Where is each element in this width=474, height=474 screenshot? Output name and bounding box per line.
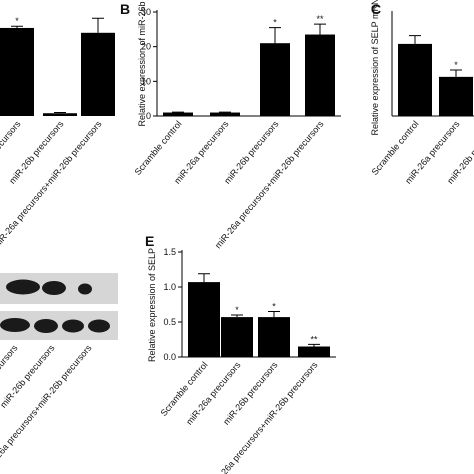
bar	[81, 32, 115, 116]
bar	[188, 282, 220, 357]
blot-band	[6, 279, 40, 295]
significance: *	[454, 60, 458, 70]
y-tick-label: 0.0	[163, 352, 176, 362]
panel-label: E	[145, 233, 154, 249]
blot-band	[34, 319, 58, 333]
bar	[221, 317, 253, 357]
y-tick-label: 1.0	[163, 282, 176, 292]
bar	[210, 112, 240, 116]
error-bar	[450, 69, 462, 77]
y-tick-label: 0	[146, 111, 151, 121]
y-axis-label: Relative expression of miR-26b	[137, 1, 147, 126]
blot-band	[42, 281, 66, 295]
bar	[163, 112, 193, 116]
bar	[305, 34, 335, 116]
error-bar	[11, 25, 23, 28]
y-tick-label: 1.5	[163, 247, 176, 257]
y-tick-label: 10	[141, 76, 151, 86]
y-tick-label: 30	[141, 7, 151, 17]
error-bar	[54, 112, 66, 114]
y-tick-label: 0.5	[163, 317, 176, 327]
bar	[439, 76, 473, 116]
blot-band	[62, 319, 84, 333]
error-bar	[314, 23, 326, 35]
significance: *	[273, 18, 277, 28]
error-bar	[269, 27, 281, 44]
x-tick-label: Scramble control	[132, 119, 183, 177]
y-axis-label: Relative expression of SELP mRNA	[370, 0, 380, 135]
bar	[0, 27, 34, 116]
y-tick-label: 20	[141, 42, 151, 52]
panel-label: B	[120, 1, 130, 17]
blot-band	[88, 319, 110, 333]
error-bar	[198, 273, 210, 283]
bar	[398, 43, 432, 116]
bar	[258, 317, 290, 357]
blot-band	[78, 283, 92, 295]
error-bar	[92, 17, 104, 33]
significance: **	[310, 334, 318, 344]
bar	[260, 43, 290, 117]
significance: **	[316, 14, 324, 24]
bar	[43, 113, 77, 116]
significance: *	[235, 305, 239, 315]
significance: *	[272, 302, 276, 312]
error-bar	[308, 343, 320, 347]
blot-band	[0, 318, 30, 332]
x-tick-label: miR-26a precursors	[172, 118, 231, 185]
bar	[298, 346, 330, 357]
error-bar	[409, 35, 421, 44]
error-bar	[231, 314, 243, 318]
x-tick-label: miR-26a precursors+miR-26b precursors	[0, 342, 94, 474]
error-bar	[268, 311, 280, 318]
y-axis-label: Relative expression of SELP	[147, 248, 157, 362]
significance: *	[15, 16, 19, 26]
panel-label: C	[371, 1, 381, 17]
